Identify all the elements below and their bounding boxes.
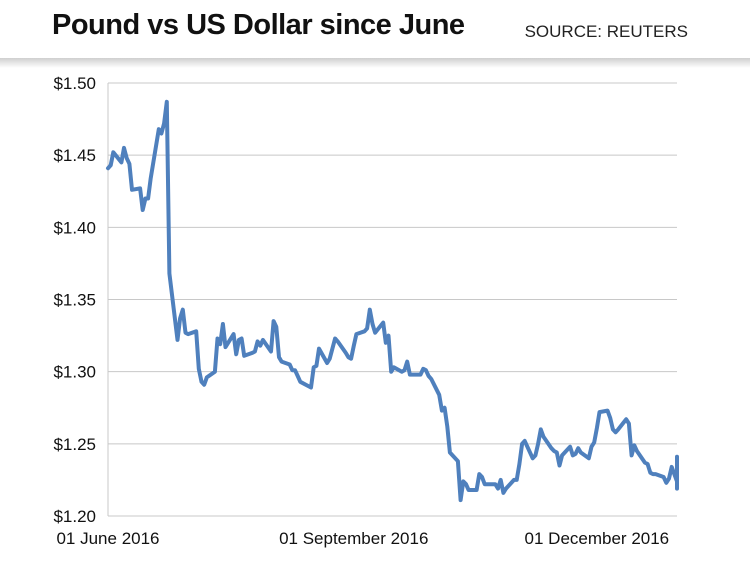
y-tick-label: $1.45 <box>53 146 96 165</box>
x-axis: 01 June 2016 01 September 2016 01 December… <box>56 529 669 548</box>
x-tick-label: 01 June 2016 <box>56 529 159 548</box>
header-divider <box>0 58 750 68</box>
y-tick-label: $1.40 <box>53 218 96 237</box>
y-tick-label: $1.25 <box>53 435 96 454</box>
chart-header: Pound vs US Dollar since June SOURCE: RE… <box>0 0 750 58</box>
chart-title: Pound vs US Dollar since June <box>52 9 465 41</box>
y-tick-label: $1.35 <box>53 291 96 310</box>
x-tick-label: 01 September 2016 <box>279 529 428 548</box>
series-line <box>106 99 679 503</box>
y-tick-label: $1.30 <box>53 363 96 382</box>
x-tick-label: 01 December 2016 <box>525 529 670 548</box>
series-group <box>106 99 679 503</box>
y-tick-label: $1.20 <box>53 507 96 526</box>
source-credit: SOURCE: REUTERS <box>524 22 688 41</box>
y-axis: $1.50 $1.45 $1.40 $1.35 $1.30 $1.25 $1.20 <box>53 74 109 526</box>
y-tick-label: $1.50 <box>53 74 96 93</box>
